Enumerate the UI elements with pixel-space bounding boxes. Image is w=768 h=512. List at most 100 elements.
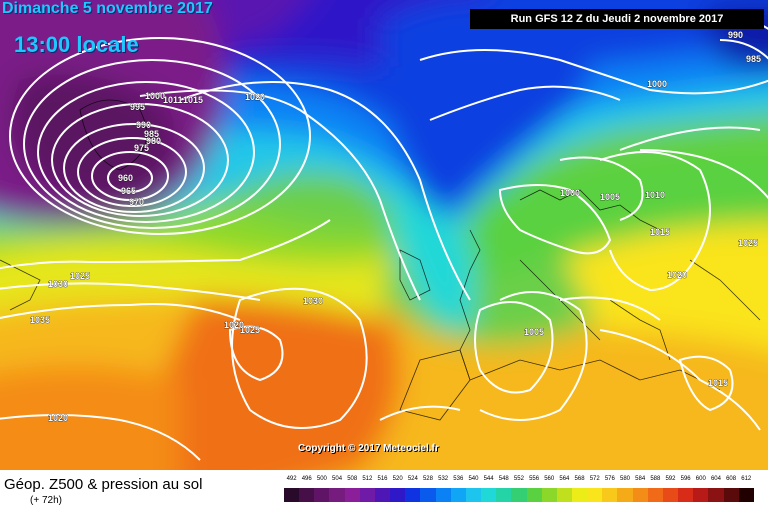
scale-swatch (632, 488, 648, 502)
scale-swatch (587, 488, 603, 502)
isobar-label: 1020 (245, 92, 265, 102)
field-title: Géop. Z500 & pression au sol (4, 476, 203, 493)
scale-swatch (329, 488, 345, 502)
scale-swatch (284, 488, 300, 502)
isobar-label: 1005 (524, 327, 544, 337)
scale-swatch (314, 488, 330, 502)
isobar-label: 1020 (667, 270, 687, 280)
isobar-label: 990 (136, 120, 151, 130)
scale-value-label: 504 (332, 476, 343, 482)
scale-value-label: 492 (286, 476, 297, 482)
scale-swatch (496, 488, 512, 502)
isobar-label: 1010 (645, 190, 665, 200)
scale-value-label: 564 (559, 476, 570, 482)
scale-swatch (481, 488, 497, 502)
color-scale-labels: 492 496 500 504 508 512 516 520 524 528 532 536 540 5… (284, 476, 754, 488)
color-scale-swatches (284, 488, 754, 502)
isobar-lines (0, 15, 768, 461)
scale-value-label: 528 (422, 476, 433, 482)
isobar-label: 1015 (183, 95, 203, 105)
scale-swatch (465, 488, 482, 502)
scale-swatch (435, 488, 451, 502)
isobar-label: 1011 (163, 95, 183, 105)
isobar-label: 965 (121, 186, 136, 196)
scale-swatch (526, 488, 542, 502)
map-canvas: 1000 1011 1015 1020 995 990 985 980 975 … (0, 0, 768, 470)
isobar-label: 970 (129, 197, 144, 207)
isobar-label: 1000 (560, 188, 580, 198)
scale-value-label: 580 (620, 476, 631, 482)
scale-swatch (450, 488, 466, 502)
isobar-label: 1000 (145, 91, 165, 101)
isobar-label: 985 (746, 54, 761, 64)
scale-swatch (405, 488, 421, 502)
isobar-label: 1015 (650, 227, 670, 237)
scale-value-label: 608 (726, 476, 737, 482)
scale-value-label: 572 (589, 476, 600, 482)
isobar-label: 995 (130, 102, 145, 112)
scale-value-label: 592 (665, 476, 676, 482)
scale-swatch (602, 488, 618, 502)
scale-swatch (541, 488, 557, 502)
model-run-label: Run GFS 12 Z du Jeudi 2 novembre 2017 (470, 9, 764, 29)
isobar-label: 1030 (48, 279, 68, 289)
isobar-label: 1025 (738, 238, 758, 248)
scale-value-label: 604 (710, 476, 721, 482)
scale-value-label: 596 (680, 476, 691, 482)
isobar-label: 990 (728, 30, 743, 40)
scale-value-label: 552 (513, 476, 524, 482)
scale-value-label: 508 (347, 476, 358, 482)
isobar-label: 1005 (600, 192, 620, 202)
scale-swatch (708, 488, 724, 502)
isobar-label: 1030 (303, 296, 323, 306)
scale-value-label: 532 (438, 476, 449, 482)
isobar-label: 1035 (30, 315, 50, 325)
lead-time: (+ 72h) (30, 495, 62, 506)
scale-value-label: 536 (453, 476, 464, 482)
scale-swatch (738, 488, 754, 502)
scale-swatch (390, 488, 406, 502)
isobar-label: 960 (118, 173, 133, 183)
scale-swatch (571, 488, 588, 502)
color-scale: 492 496 500 504 508 512 516 520 524 528 532 536 540 5… (284, 476, 754, 506)
isobar-label: 985 (144, 129, 159, 139)
scale-value-label: 588 (650, 476, 661, 482)
isobar-label: 1000 (647, 79, 667, 89)
copyright-notice: Copyright © 2017 Meteociel.fr (298, 443, 439, 454)
scale-swatch (344, 488, 360, 502)
isobar-label: 980 (146, 136, 161, 146)
scale-value-label: 576 (604, 476, 615, 482)
scale-value-label: 520 (392, 476, 403, 482)
forecast-local-time: 13:00 locale (14, 32, 139, 57)
scale-value-label: 584 (635, 476, 646, 482)
scale-value-label: 500 (316, 476, 327, 482)
scale-swatch (678, 488, 694, 502)
scale-swatch (723, 488, 739, 502)
scale-swatch (693, 488, 709, 502)
forecast-date: Dimanche 5 novembre 2017 (2, 0, 213, 17)
scale-swatch (556, 488, 572, 502)
scale-swatch (617, 488, 633, 502)
scale-value-label: 560 (544, 476, 555, 482)
scale-swatch (662, 488, 679, 502)
scale-swatch (647, 488, 663, 502)
scale-value-label: 568 (574, 476, 585, 482)
isobar-labels: 1000 1011 1015 1020 995 990 985 980 975 … (30, 30, 762, 424)
scale-swatch (511, 488, 527, 502)
scale-value-label: 600 (695, 476, 706, 482)
scale-value-label: 556 (529, 476, 540, 482)
scale-value-label: 496 (301, 476, 312, 482)
scale-swatch (299, 488, 315, 502)
scale-swatch (374, 488, 391, 502)
isobar-label: 1015 (708, 378, 728, 388)
legend-footer: Géop. Z500 & pression au sol (+ 72h) 492… (0, 470, 768, 512)
scale-value-label: 512 (362, 476, 373, 482)
weather-map: 1000 1011 1015 1020 995 990 985 980 975 … (0, 0, 768, 470)
scale-value-label: 540 (468, 476, 479, 482)
isobar-label: 975 (134, 143, 149, 153)
scale-swatch (420, 488, 436, 502)
isobar-label: 1020 (224, 320, 244, 330)
isobar-label: 1020 (48, 413, 68, 423)
scale-value-label: 544 (483, 476, 494, 482)
scale-value-label: 612 (741, 476, 752, 482)
